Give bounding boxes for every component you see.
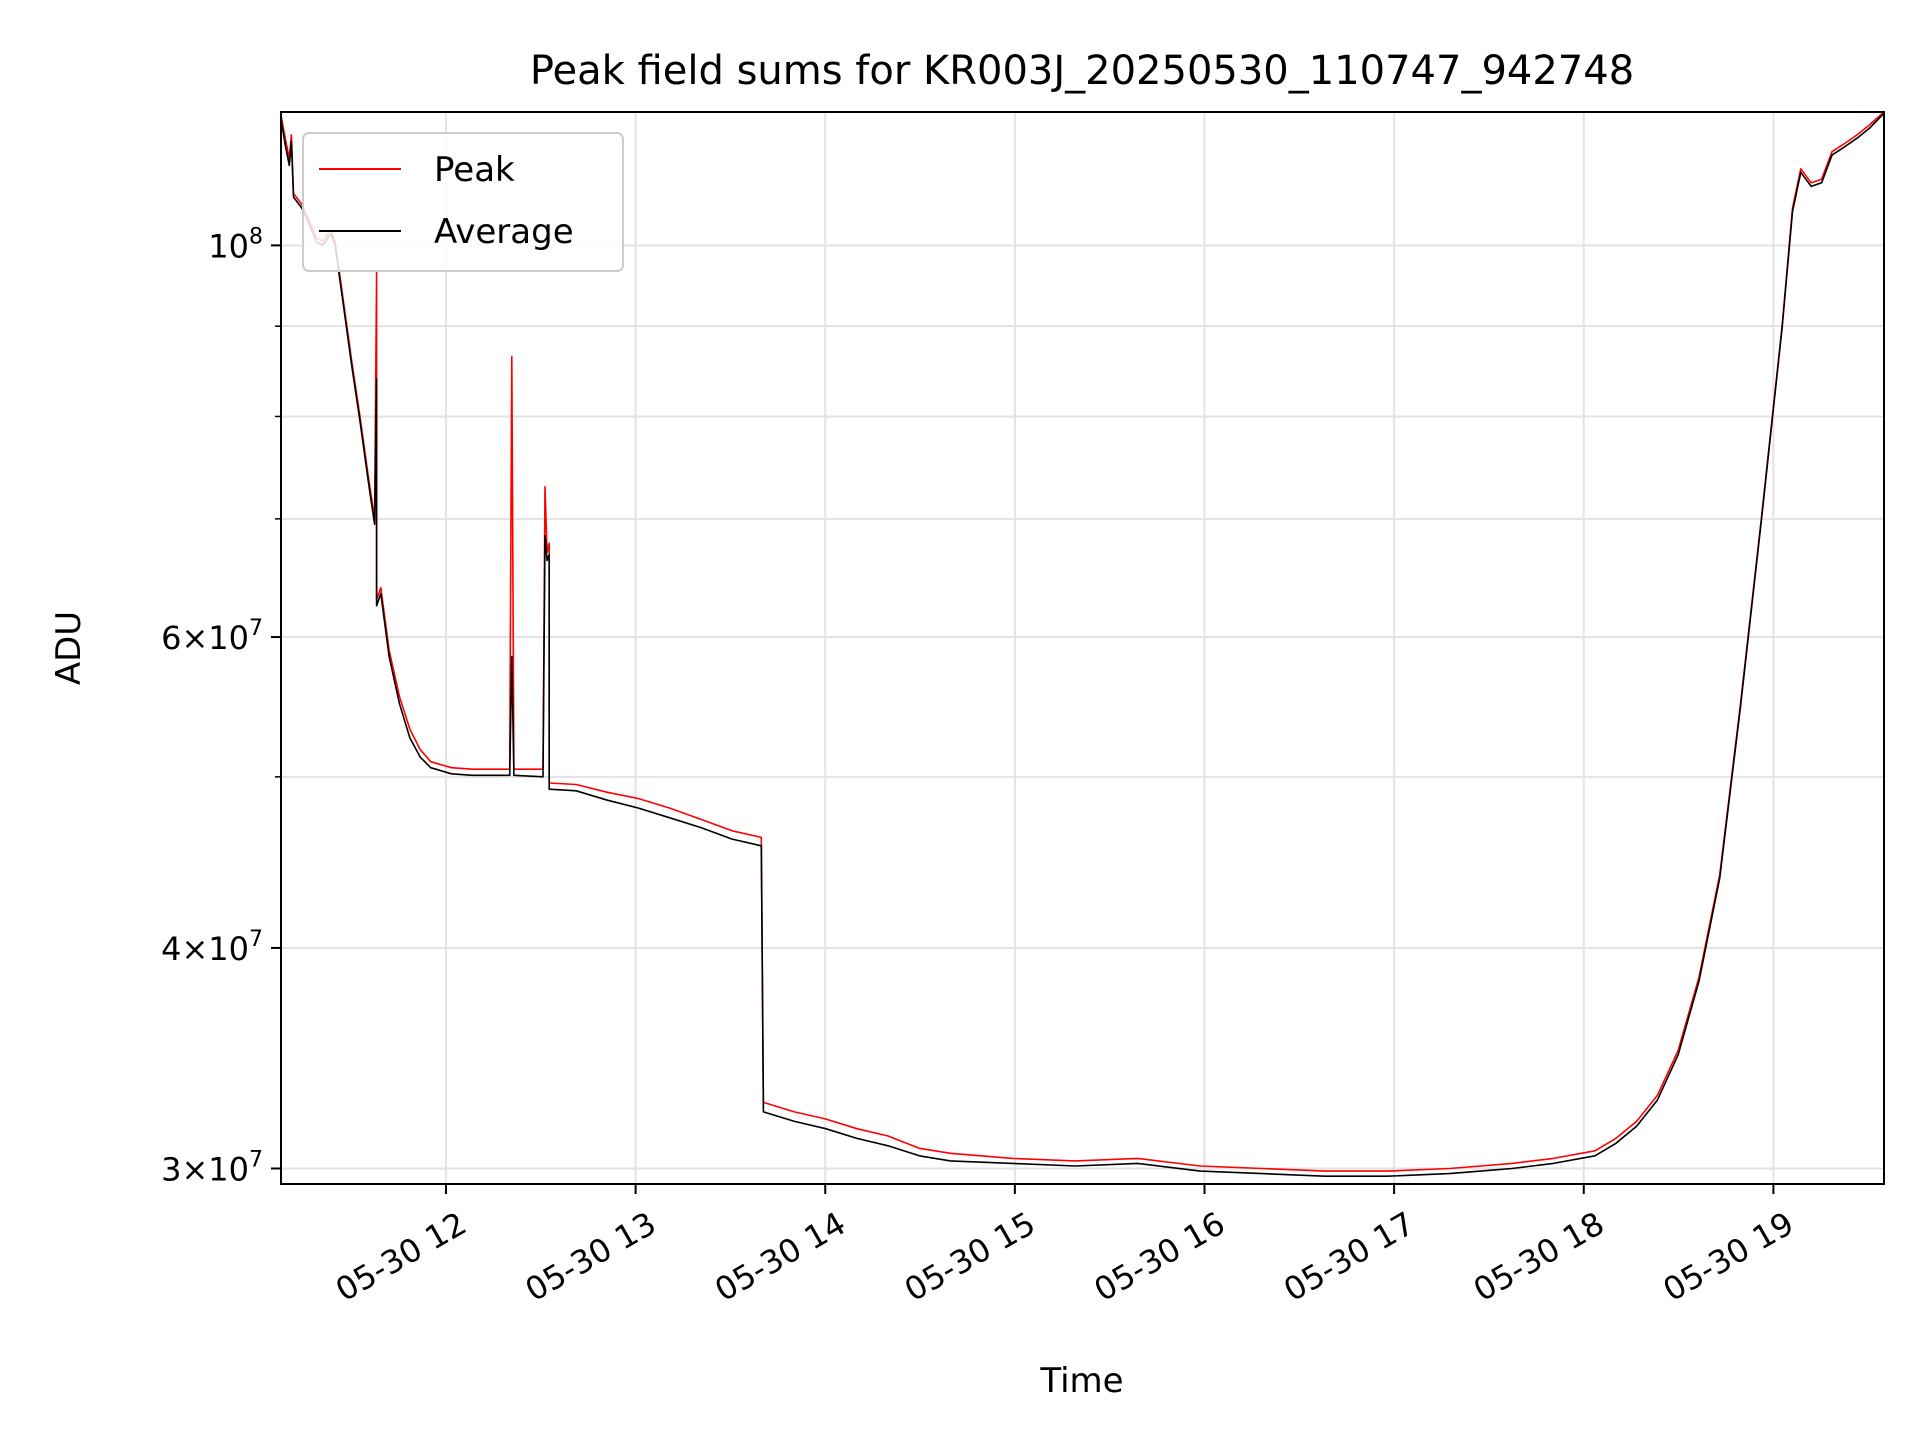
legend-label-peak: Peak [434,150,515,190]
plot-frame [280,111,1885,1185]
legend: Peak Average [302,132,624,272]
y-tick-label: 108 [208,224,263,265]
series-lines [280,111,1885,1177]
legend-box [302,132,624,272]
y-axis-ticks: 108 6×107 4×107 3×107 [161,224,281,1189]
y-tick-label: 6×107 [161,616,263,657]
grid [281,112,1884,1184]
y-tick-label: 3×107 [161,1148,263,1189]
legend-label-average: Average [434,212,574,252]
x-axis-label: Time [1039,1361,1123,1401]
y-tick-label: 4×107 [161,927,263,968]
chart-title: Peak field sums for KR003J_20250530_1107… [530,48,1634,94]
y-axis-label: ADU [49,611,89,685]
series-line-average [280,112,1885,1177]
